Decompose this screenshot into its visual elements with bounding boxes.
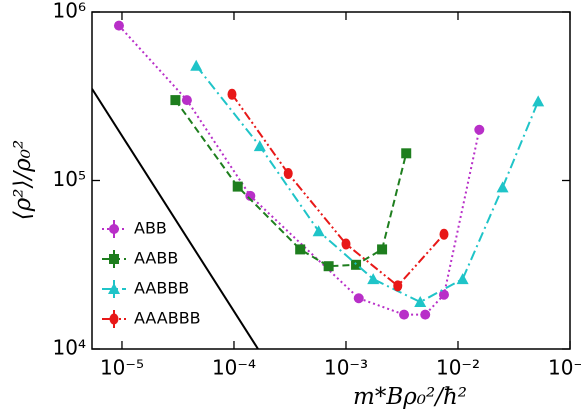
marker [496,181,509,193]
marker [353,293,364,304]
legend-label: ABB [134,219,167,238]
y-tick-label: 10⁶ [53,0,86,23]
marker [283,168,293,180]
marker [474,124,485,135]
marker [399,309,410,320]
marker [190,59,203,71]
x-tick-label: 10⁻⁴ [212,356,256,380]
marker [456,273,469,285]
marker [232,181,243,192]
marker [377,244,388,255]
marker [245,190,256,201]
legend-marker [109,313,119,325]
series-line [174,99,408,268]
marker [393,280,403,292]
marker [323,261,334,272]
legend-label: AABB [134,249,178,268]
y-tick-label: 10⁴ [53,336,86,360]
x-axis-label: m*Bρ₀²/ħ² [353,384,467,410]
series-line [118,24,481,316]
x-tick-label: 10⁻² [436,356,480,380]
marker [414,296,427,308]
x-tick-label: 10⁻¹ [548,356,581,380]
reference-line [92,88,259,349]
x-tick-label: 10⁻⁵ [100,356,144,380]
marker [532,95,545,107]
legend-marker [109,254,119,264]
marker [170,95,181,106]
legend-marker [108,283,120,294]
y-axis-label: ⟨ρ²⟩/ρ₀² [10,140,36,220]
legend-label: AABBB [134,279,189,298]
marker [113,20,124,31]
marker [181,95,192,106]
series-line [195,65,540,304]
legend-marker [109,224,119,234]
marker [253,140,266,152]
marker [401,148,412,159]
marker [351,259,362,270]
legend-label: AAABBB [134,309,201,328]
marker [439,228,449,240]
legend: ABB AABB AABBB AAABBB [102,219,201,328]
marker [341,238,351,250]
x-tick-label: 10⁻³ [324,356,368,380]
series-line [231,93,445,288]
marker [438,289,449,300]
marker [227,88,237,100]
marker [295,244,306,255]
marker [420,309,431,320]
marker [312,225,325,237]
plot-frame [91,11,571,350]
y-tick-label: 10⁵ [53,167,86,191]
marker [367,273,380,285]
